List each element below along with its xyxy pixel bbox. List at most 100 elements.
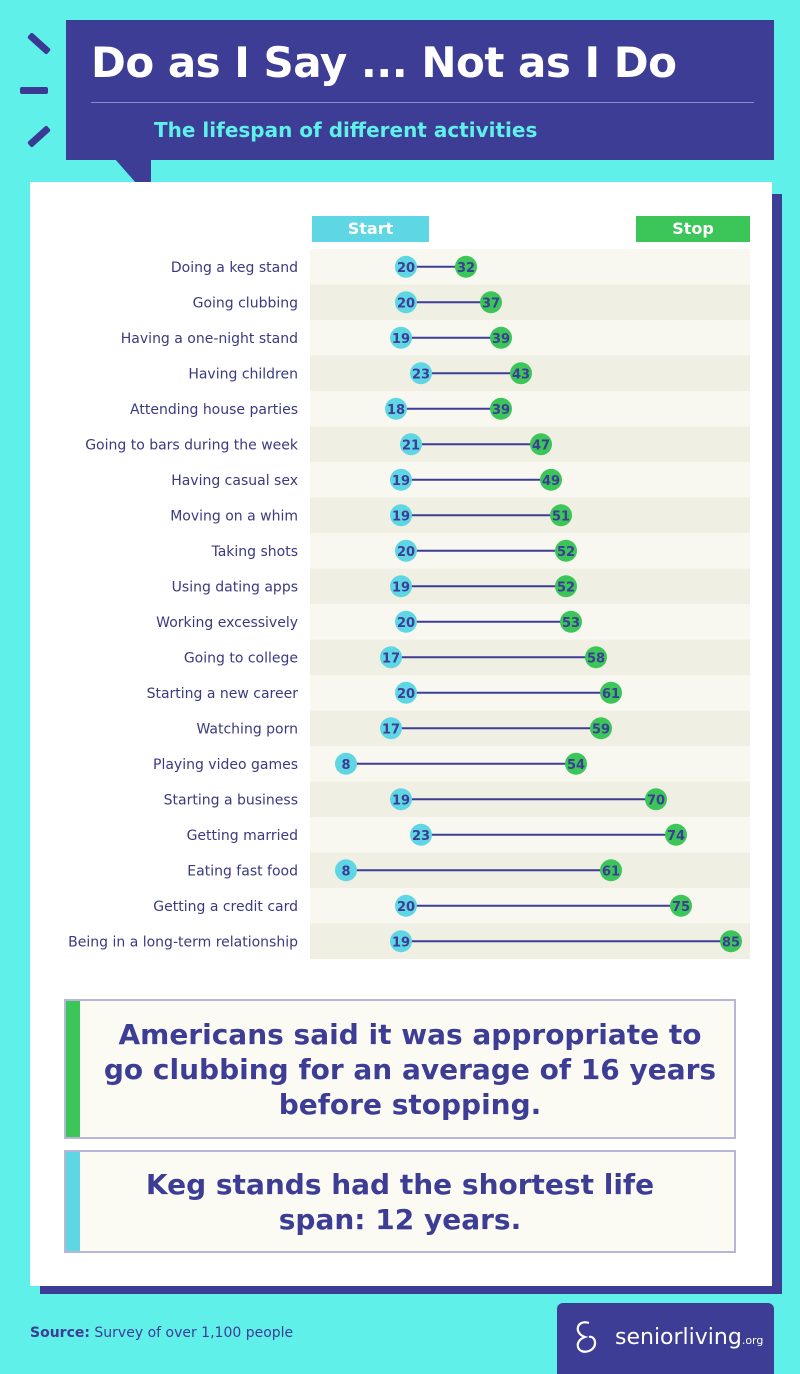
category-label: Moving on a whim	[170, 508, 298, 524]
legend-stop-label: Stop	[672, 219, 714, 238]
start-marker	[410, 362, 432, 385]
stop-marker	[600, 681, 622, 704]
start-value-label: 8	[341, 864, 350, 879]
start-value-label: 21	[402, 438, 420, 453]
start-value-label: 20	[397, 296, 415, 311]
stop-value-label: 53	[562, 616, 580, 631]
seniorliving-logo[interactable]: seniorliving.org	[557, 1303, 774, 1374]
page-subtitle: The lifespan of different activities	[154, 118, 538, 142]
category-label: Starting a business	[164, 792, 298, 808]
stop-marker	[670, 894, 692, 917]
start-marker	[400, 433, 422, 456]
row-background	[310, 391, 750, 427]
stop-value-label: 39	[492, 403, 510, 418]
stop-marker	[530, 433, 552, 456]
start-value-label: 18	[387, 403, 405, 418]
stop-marker	[455, 255, 477, 278]
stop-value-label: 39	[492, 332, 510, 347]
stop-marker	[550, 504, 572, 527]
stop-marker	[590, 717, 612, 740]
start-value-label: 19	[392, 793, 410, 808]
source-note: Source: Survey of over 1,100 people	[30, 1325, 293, 1341]
stop-value-label: 52	[557, 545, 575, 560]
start-marker	[385, 397, 407, 420]
callout-clubbing: Americans said it was appropriate to go …	[64, 999, 736, 1139]
legend-start-label: Start	[347, 219, 394, 238]
start-marker	[395, 894, 417, 917]
callout-accent-bar	[66, 1001, 80, 1137]
start-value-label: 19	[392, 509, 410, 524]
callout-text: Keg stands had the shortest life span: 1…	[145, 1167, 655, 1236]
stop-marker	[510, 362, 532, 385]
start-marker	[390, 575, 412, 598]
stop-value-label: 58	[587, 651, 605, 666]
category-label: Using dating apps	[172, 579, 298, 595]
category-label: Eating fast food	[187, 863, 298, 879]
category-label: Being in a long-term relationship	[68, 934, 298, 950]
start-value-label: 20	[397, 900, 415, 915]
category-label: Getting a credit card	[153, 899, 298, 915]
start-value-label: 19	[392, 474, 410, 489]
row-stripe	[310, 284, 750, 320]
start-marker	[395, 291, 417, 314]
butterfly-icon	[576, 1321, 597, 1353]
logo-text: seniorliving.org	[615, 1325, 763, 1350]
stop-marker	[665, 823, 687, 846]
start-marker	[335, 859, 357, 882]
legend-stop: Stop	[636, 216, 750, 242]
stop-marker	[565, 752, 587, 775]
source-text: Survey of over 1,100 people	[89, 1325, 294, 1341]
start-marker	[380, 717, 402, 740]
start-value-label: 23	[412, 829, 430, 844]
start-value-label: 17	[382, 722, 400, 737]
stop-marker	[600, 859, 622, 882]
stop-marker	[585, 646, 607, 669]
start-marker	[380, 646, 402, 669]
title-divider	[91, 102, 754, 103]
start-marker	[335, 752, 357, 775]
start-value-label: 20	[397, 545, 415, 560]
stop-marker	[540, 468, 562, 491]
category-label: Starting a new career	[147, 686, 299, 702]
stop-marker	[555, 575, 577, 598]
callout-accent-bar	[66, 1152, 80, 1251]
stop-value-label: 61	[602, 864, 620, 879]
stop-value-label: 75	[672, 900, 690, 915]
start-value-label: 19	[392, 332, 410, 347]
row-background	[310, 249, 750, 285]
stop-value-label: 54	[567, 758, 585, 773]
stop-value-label: 70	[647, 793, 665, 808]
stop-value-label: 59	[592, 722, 610, 737]
stop-value-label: 49	[542, 474, 560, 489]
stop-value-label: 47	[532, 438, 550, 453]
category-label: Going to bars during the week	[85, 437, 299, 453]
category-label: Watching porn	[196, 721, 298, 737]
start-value-label: 8	[341, 758, 350, 773]
logo-suffix: .org	[741, 1334, 764, 1347]
category-label: Taking shots	[210, 544, 298, 560]
start-marker	[395, 610, 417, 633]
stop-value-label: 74	[667, 829, 685, 844]
category-label: Having children	[188, 366, 298, 382]
stop-value-label: 37	[482, 296, 500, 311]
start-value-label: 17	[382, 651, 400, 666]
category-label: Going clubbing	[193, 295, 298, 311]
start-value-label: 20	[397, 616, 415, 631]
start-marker	[390, 930, 412, 953]
start-marker	[390, 504, 412, 527]
category-label: Attending house parties	[130, 402, 298, 418]
start-value-label: 23	[412, 367, 430, 382]
start-marker	[395, 681, 417, 704]
stop-marker	[645, 788, 667, 811]
category-label: Having casual sex	[171, 473, 298, 489]
stop-marker	[480, 291, 502, 314]
legend-start: Start	[312, 216, 429, 242]
stop-value-label: 85	[722, 935, 740, 950]
stop-marker	[490, 326, 512, 349]
header-banner: Do as I Say ... Not as I Do The lifespan…	[66, 20, 774, 160]
category-label: Going to college	[184, 650, 298, 666]
category-label: Getting married	[187, 828, 298, 844]
start-marker	[395, 255, 417, 278]
stop-value-label: 52	[557, 580, 575, 595]
